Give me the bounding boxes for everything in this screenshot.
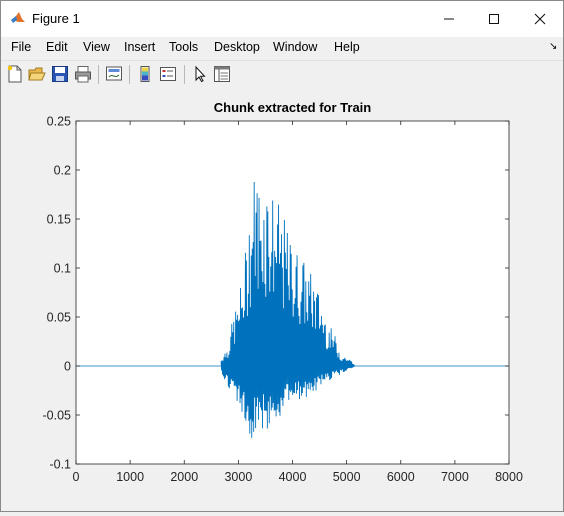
- y-tick-label: 0.1: [54, 262, 71, 276]
- signal-trace: [76, 181, 509, 438]
- menu-desktop[interactable]: Desktop: [214, 40, 260, 54]
- figure-toolbar: [1, 60, 563, 89]
- print-icon[interactable]: [74, 65, 92, 83]
- menu-edit[interactable]: Edit: [46, 40, 68, 54]
- close-button[interactable]: [517, 1, 563, 37]
- toolbar-separator: [98, 65, 99, 84]
- menu-window[interactable]: Window: [273, 40, 318, 54]
- figure-canvas: Chunk extracted for Train 0 1000 2000 3000 4…: [1, 88, 563, 511]
- window-title: Figure 1: [32, 11, 80, 26]
- toolbar-separator: [184, 65, 185, 84]
- property-inspector-icon[interactable]: [213, 65, 231, 83]
- new-figure-icon[interactable]: [6, 65, 24, 83]
- y-tick-label: 0.15: [47, 213, 71, 227]
- y-tick-label: 0.25: [47, 115, 71, 129]
- signal-waveform: [220, 181, 356, 438]
- menu-file[interactable]: File: [11, 40, 32, 54]
- plot-svg: Chunk extracted for Train 0 1000 2000 3000 4…: [43, 100, 523, 485]
- axes-ticks: 0 1000 2000 3000 4000 5000 6000 7000 8000 -0.1 -0.…: [43, 115, 523, 485]
- y-tick-label: 0.05: [47, 311, 71, 325]
- y-tick-label: 0.2: [54, 164, 71, 178]
- close-icon: [534, 13, 546, 25]
- x-tick-label: 0: [73, 470, 80, 484]
- menu-view[interactable]: View: [83, 40, 110, 54]
- edit-plot-pointer-icon[interactable]: [191, 65, 209, 83]
- link-plot-icon[interactable]: [105, 65, 123, 83]
- menu-bar: File Edit View Insert Tools Desktop Wind…: [1, 37, 563, 59]
- x-tick-label: 8000: [495, 470, 523, 484]
- save-icon[interactable]: [51, 65, 69, 83]
- y-tick-label: 0: [64, 360, 71, 374]
- chart-title: Chunk extracted for Train: [214, 100, 372, 115]
- maximize-button[interactable]: [471, 1, 517, 37]
- y-tick-label: -0.05: [43, 409, 72, 423]
- menu-tools[interactable]: Tools: [169, 40, 199, 54]
- insert-legend-icon[interactable]: [159, 65, 177, 83]
- menu-insert[interactable]: Insert: [124, 40, 156, 54]
- matlab-logo-icon: [10, 10, 26, 26]
- maximize-icon: [489, 14, 499, 24]
- minimize-button[interactable]: [426, 1, 472, 37]
- y-tick-label: -0.1: [49, 458, 71, 472]
- toolbar-separator: [129, 65, 130, 84]
- x-tick-label: 1000: [116, 470, 144, 484]
- minimize-icon: [444, 18, 454, 20]
- insert-colorbar-icon[interactable]: [136, 65, 154, 83]
- x-tick-label: 6000: [387, 470, 415, 484]
- title-bar[interactable]: Figure 1: [1, 1, 563, 37]
- x-tick-label: 2000: [170, 470, 198, 484]
- open-file-icon[interactable]: [28, 65, 46, 83]
- x-tick-label: 3000: [224, 470, 252, 484]
- menu-help[interactable]: Help: [334, 40, 360, 54]
- x-tick-label: 7000: [441, 470, 469, 484]
- dock-figure-icon[interactable]: ↘: [549, 41, 558, 52]
- x-tick-label: 4000: [279, 470, 307, 484]
- x-tick-label: 5000: [333, 470, 361, 484]
